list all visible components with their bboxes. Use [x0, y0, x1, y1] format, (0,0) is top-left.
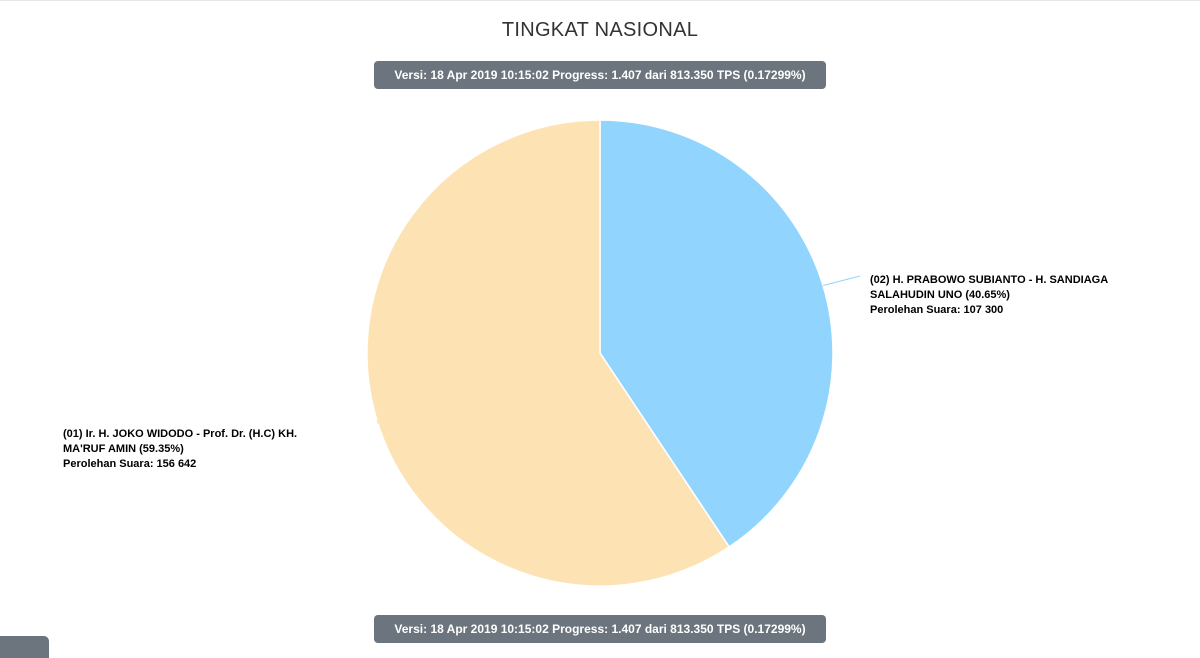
progress-value: 1.407 dari 813.350 TPS (0.17299%)	[611, 68, 806, 82]
version-progress-badge-top: Versi: 18 Apr 2019 10:15:02 Progress: 1.…	[374, 61, 826, 89]
scroll-to-top-tab[interactable]	[0, 636, 49, 658]
versi-label: Versi:	[394, 622, 428, 636]
versi-label: Versi:	[394, 68, 428, 82]
progress-value: 1.407 dari 813.350 TPS (0.17299%)	[611, 622, 806, 636]
slice-label-line2-1: SALAHUDIN UNO (40.65%)	[870, 289, 1010, 301]
slice-label-line1-1: (02) H. PRABOWO SUBIANTO - H. SANDIAGA	[870, 274, 1108, 286]
pie-slice-2[interactable]	[366, 119, 730, 587]
progress-label: Progress:	[552, 622, 609, 636]
page-title: TINGKAT NASIONAL	[501, 19, 699, 41]
versi-value: 18 Apr 2019 10:15:02	[430, 622, 549, 636]
slice-label-line1-2: (01) Ir. H. JOKO WIDODO - Prof. Dr. (H.C…	[63, 428, 297, 440]
slice-votes-label-2: Perolehan Suara: 156 642	[63, 458, 196, 470]
slice-votes-label-1: Perolehan Suara: 107 300	[870, 304, 1003, 316]
slice-label-line2-2: MA'RUF AMIN (59.35%)	[63, 443, 184, 455]
pie-leader-line-2	[376, 420, 379, 425]
pie-leader-line-1	[822, 275, 861, 287]
version-progress-badge-bottom: Versi: 18 Apr 2019 10:15:02 Progress: 1.…	[374, 615, 826, 643]
top-divider	[0, 0, 1200, 1]
progress-label: Progress:	[552, 68, 609, 82]
versi-value: 18 Apr 2019 10:15:02	[430, 68, 549, 82]
